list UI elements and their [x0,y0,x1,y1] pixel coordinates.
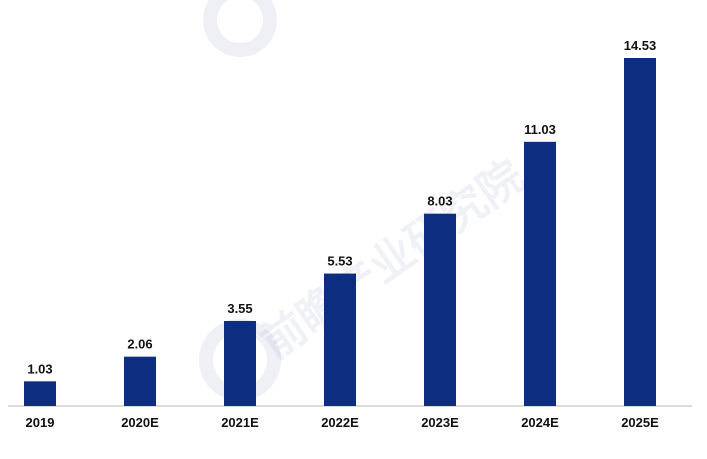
x-tick-label-2020E: 2020E [121,415,159,430]
x-tick-label-2024E: 2024E [521,415,559,430]
watermark-text: 前瞻产业研究院 [252,151,534,369]
bar-2022E [324,273,356,406]
bar-2020E [124,356,156,406]
value-label-2021E: 3.55 [227,301,252,316]
value-label-2020E: 2.06 [127,337,152,352]
value-labels-group: 1.03 2.06 3.55 5.53 8.03 11.03 14.53 [27,38,656,376]
x-tick-label-2019: 2019 [26,415,55,430]
value-label-2025E: 14.53 [624,38,657,53]
x-tick-label-2025E: 2025E [621,415,659,430]
bar-2023E [424,213,456,406]
x-tick-label-2023E: 2023E [421,415,459,430]
value-label-2023E: 8.03 [427,194,452,209]
value-label-2024E: 11.03 [524,122,556,137]
x-tick-label-2021E: 2021E [221,415,259,430]
x-tick-labels-group: 2019 2020E 2021E 2022E 2023E 2024E 2025E [26,415,660,430]
x-tick-label-2022E: 2022E [321,415,359,430]
value-label-2019: 1.03 [27,361,52,376]
bar-2024E [524,141,556,406]
bars-group [24,58,656,406]
value-label-2022E: 5.53 [327,254,352,269]
bar-2019 [24,381,56,406]
bar-2025E [624,58,656,406]
bar-2021E [224,320,256,406]
